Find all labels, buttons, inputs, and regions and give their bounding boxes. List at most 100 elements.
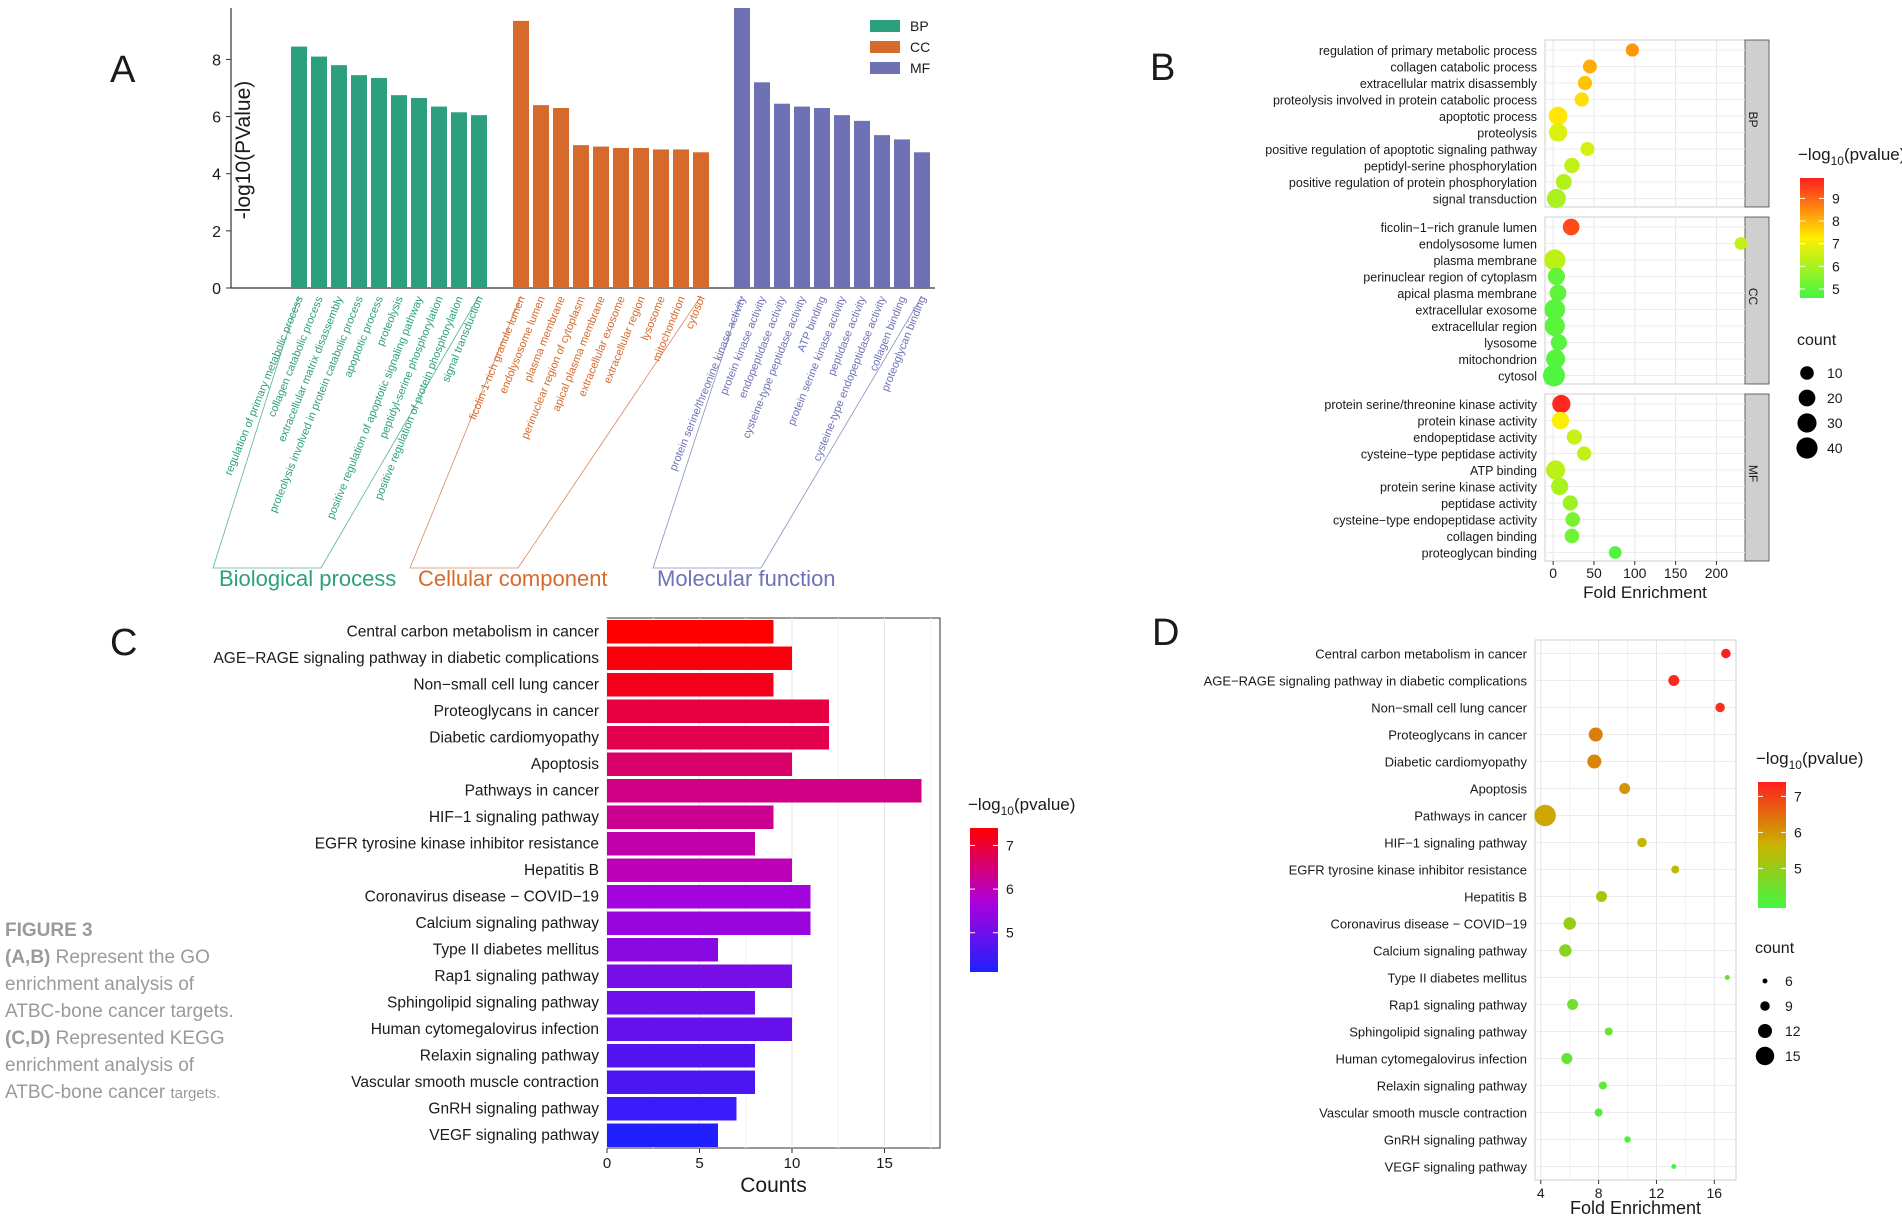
bar-mf	[914, 152, 930, 288]
colorbar-tick-label: 7	[1794, 788, 1802, 804]
term-label: HIF−1 signaling pathway	[1384, 836, 1527, 851]
x-tick-label: 0	[1549, 565, 1557, 581]
term-label: proteolysis	[1477, 127, 1537, 141]
colorbar	[1800, 178, 1824, 298]
bar	[607, 885, 811, 909]
group-label-bp: Biological process	[219, 566, 396, 591]
bar	[607, 1017, 792, 1041]
x-tick-label: 150	[1664, 565, 1688, 581]
term-label: positive regulation of apoptotic signali…	[1265, 143, 1537, 157]
y-tick-label: 6	[212, 110, 221, 127]
category-label: Rap1 signaling pathway	[434, 968, 599, 985]
bar-mf	[834, 115, 850, 289]
category-label: VEGF signaling pathway	[429, 1127, 599, 1144]
size-legend-label: 15	[1785, 1048, 1801, 1064]
dot	[1551, 477, 1569, 496]
bar-mf	[814, 108, 830, 288]
dot	[1724, 975, 1730, 980]
dot	[1565, 512, 1581, 527]
dot	[1543, 364, 1565, 387]
dot	[1534, 804, 1556, 827]
category-label: Proteoglycans in cancer	[434, 703, 599, 720]
term-label: peptidyl-serine phosphorylation	[1364, 160, 1537, 174]
x-tick-label: 12	[1649, 1185, 1665, 1201]
legend-swatch-mf	[870, 62, 900, 74]
term-label: positive regulation of protein phosphory…	[1289, 176, 1537, 190]
dot	[1546, 460, 1566, 480]
facet-panel	[1544, 39, 1746, 208]
bar-bp	[411, 98, 427, 288]
bar	[607, 911, 811, 935]
dot	[1598, 1081, 1607, 1090]
term-label: signal transduction	[1433, 193, 1537, 207]
bar	[607, 646, 792, 670]
dot	[1671, 1164, 1677, 1169]
bar-mf	[894, 139, 910, 288]
group-label-cc: Cellular component	[418, 566, 608, 591]
category-label: Central carbon metabolism in cancer	[347, 623, 599, 640]
colorbar-tick-label: 8	[1832, 213, 1840, 229]
dot	[1625, 43, 1639, 57]
x-tick-label: 16	[1707, 1185, 1723, 1201]
size-legend-label: 12	[1785, 1023, 1801, 1039]
term-label: perinuclear region of cytoplasm	[1363, 271, 1537, 285]
term-label: protein kinase activity	[1417, 415, 1537, 429]
colorbar-tick-label: 6	[1832, 258, 1840, 274]
bar-bp	[471, 115, 487, 289]
legend-title: −log10(pvalue)	[1756, 749, 1863, 772]
bar-bp	[391, 95, 407, 289]
term-label: VEGF signaling pathway	[1385, 1160, 1528, 1175]
legend-title: −log10(pvalue)	[968, 795, 1075, 818]
dot	[1624, 1136, 1631, 1143]
bar-bp	[331, 65, 347, 289]
bar-cc	[573, 145, 589, 288]
bar-cc	[513, 20, 529, 288]
colorbar	[1758, 782, 1786, 908]
legend-title: −log10(pvalue)	[1798, 145, 1902, 168]
facet-strip	[1744, 216, 1770, 385]
term-label: AGE−RAGE signaling pathway in diabetic c…	[1204, 674, 1528, 689]
y-tick-label: 0	[212, 281, 221, 298]
dot	[1619, 783, 1631, 794]
term-label: ficolin−1−rich granule lumen	[1381, 221, 1537, 235]
bar	[607, 620, 774, 644]
term-label: extracellular exosome	[1415, 304, 1537, 318]
size-legend-dot	[1798, 389, 1816, 407]
colorbar-tick-label: 9	[1832, 190, 1840, 206]
plot-frame	[1534, 639, 1737, 1181]
bar-category-label: protein serine/threonine kinase activity	[668, 294, 749, 472]
x-tick-label: 8	[1595, 1185, 1603, 1201]
category-label: Pathways in cancer	[465, 782, 599, 799]
dot	[1588, 727, 1603, 742]
term-label: protein serine kinase activity	[1380, 481, 1538, 495]
group-bracket	[652, 295, 923, 569]
size-legend-label: 30	[1827, 415, 1843, 431]
bar	[607, 1044, 755, 1068]
term-label: Coronavirus disease − COVID−19	[1330, 917, 1527, 932]
term-label: GnRH signaling pathway	[1384, 1133, 1528, 1148]
bar	[607, 752, 792, 776]
bar-bp	[371, 78, 387, 288]
bar-bp	[291, 46, 307, 289]
term-label: peptidase activity	[1441, 497, 1538, 511]
term-label: extracellular matrix disassembly	[1360, 77, 1538, 91]
term-label: Hepatitis B	[1464, 890, 1527, 905]
category-label: HIF−1 signaling pathway	[429, 809, 599, 826]
bar-mf	[874, 135, 890, 288]
category-label: Diabetic cardiomyopathy	[429, 729, 599, 746]
dot	[1544, 299, 1566, 320]
caption-cd-text-3: ATBC-bone cancer	[5, 1082, 171, 1103]
bar-category-label: cytosol	[684, 295, 708, 331]
bar	[607, 726, 829, 750]
dot	[1604, 1027, 1613, 1036]
legend-label: BP	[910, 18, 929, 34]
dot	[1555, 174, 1572, 190]
category-label: AGE−RAGE signaling pathway in diabetic c…	[213, 650, 599, 667]
category-label: Apoptosis	[531, 756, 599, 773]
x-axis-label: Counts	[740, 1174, 807, 1197]
bar	[607, 832, 755, 856]
term-label: proteoglycan binding	[1422, 547, 1537, 561]
colorbar-tick-label: 5	[1794, 860, 1802, 876]
facet-strip	[1744, 39, 1770, 208]
plot-frame	[606, 617, 941, 1149]
